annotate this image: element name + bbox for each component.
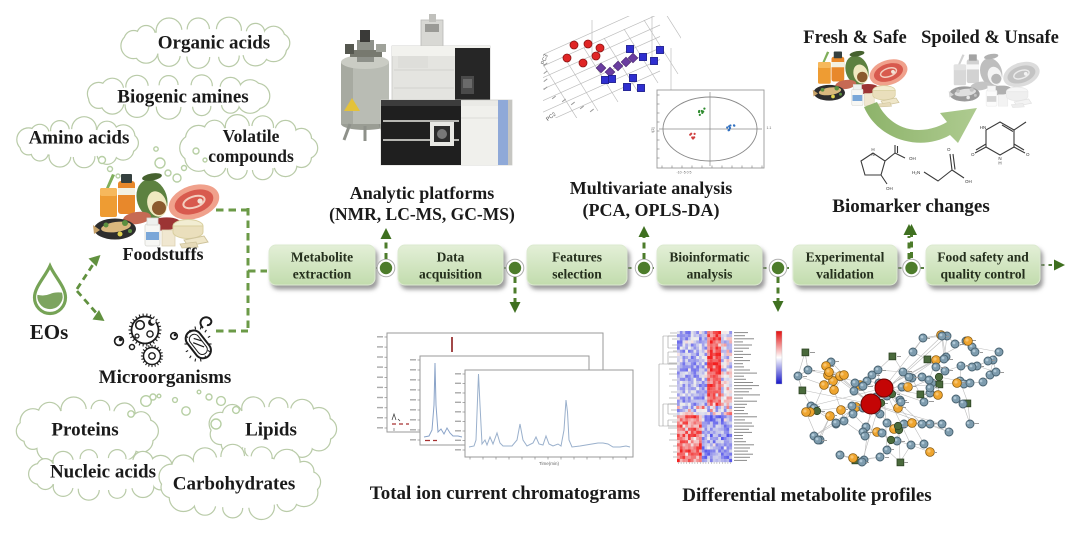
svg-text:Total ion current chromatogram: Total ion current chromatograms bbox=[370, 483, 640, 504]
svg-text:Time(min): Time(min) bbox=[539, 461, 560, 466]
svg-text:Organic acids: Organic acids bbox=[158, 33, 270, 54]
svg-text:Carbohydrates: Carbohydrates bbox=[173, 474, 295, 495]
svg-text:acquisition: acquisition bbox=[419, 267, 483, 282]
svg-text:Spoiled & Unsafe: Spoiled & Unsafe bbox=[921, 28, 1059, 48]
svg-text:Nucleic acids: Nucleic acids bbox=[50, 462, 156, 483]
svg-text:selection: selection bbox=[552, 267, 602, 282]
svg-text:Analytic platforms: Analytic platforms bbox=[350, 183, 494, 203]
svg-text:HN: HN bbox=[980, 125, 987, 130]
svg-text:Proteins: Proteins bbox=[51, 420, 118, 441]
svg-text:Multivariate analysis: Multivariate analysis bbox=[570, 178, 733, 198]
svg-text:1.1: 1.1 bbox=[767, 126, 772, 130]
svg-text:Volatile: Volatile bbox=[223, 126, 280, 146]
svg-text:OH: OH bbox=[886, 186, 893, 191]
svg-text:(NMR, LC-MS, GC-MS): (NMR, LC-MS, GC-MS) bbox=[329, 204, 515, 224]
svg-text:Features: Features bbox=[552, 250, 602, 265]
svg-text:Foodstuffs: Foodstuffs bbox=[122, 244, 203, 264]
svg-text:N: N bbox=[871, 152, 874, 157]
svg-text:compounds: compounds bbox=[208, 146, 294, 166]
svg-text:Data: Data bbox=[437, 250, 465, 265]
svg-text:Metabolite: Metabolite bbox=[291, 250, 353, 265]
svg-text:quality control: quality control bbox=[941, 267, 1026, 282]
svg-text:OH: OH bbox=[965, 179, 972, 184]
svg-text:t[2]: t[2] bbox=[651, 128, 655, 133]
svg-text:O: O bbox=[971, 152, 975, 157]
svg-text:Microorganisms: Microorganisms bbox=[99, 367, 232, 388]
svg-text:H₂N: H₂N bbox=[912, 170, 920, 175]
svg-text:PC3: PC3 bbox=[540, 54, 549, 66]
svg-text:O: O bbox=[1026, 152, 1030, 157]
svg-text:Experimental: Experimental bbox=[806, 250, 885, 265]
svg-text:O: O bbox=[947, 147, 951, 152]
svg-text:extraction: extraction bbox=[293, 267, 352, 282]
svg-text:Food safety and: Food safety and bbox=[937, 250, 1029, 265]
svg-text:EOs: EOs bbox=[30, 320, 69, 344]
svg-text:H: H bbox=[871, 147, 874, 152]
svg-text:Biogenic amines: Biogenic amines bbox=[117, 87, 248, 108]
svg-text:Amino acids: Amino acids bbox=[29, 128, 130, 149]
svg-text:Lipids: Lipids bbox=[245, 420, 297, 441]
svg-text:H: H bbox=[998, 161, 1001, 166]
svg-text:(PCA, OPLS-DA): (PCA, OPLS-DA) bbox=[583, 200, 720, 221]
svg-text:Differential metabolite profil: Differential metabolite profiles bbox=[682, 485, 931, 506]
svg-text:Bioinformatic: Bioinformatic bbox=[669, 250, 749, 265]
svg-text:Biomarker changes: Biomarker changes bbox=[832, 196, 989, 217]
svg-text:OH: OH bbox=[909, 156, 916, 161]
svg-text:PC2: PC2 bbox=[545, 112, 557, 123]
svg-text:analysis: analysis bbox=[687, 267, 733, 282]
svg-text:Fresh & Safe: Fresh & Safe bbox=[803, 28, 906, 48]
svg-text:validation: validation bbox=[816, 267, 874, 282]
svg-text:-10 -5 0 5: -10 -5 0 5 bbox=[677, 171, 692, 175]
svg-text:N: N bbox=[998, 156, 1001, 161]
